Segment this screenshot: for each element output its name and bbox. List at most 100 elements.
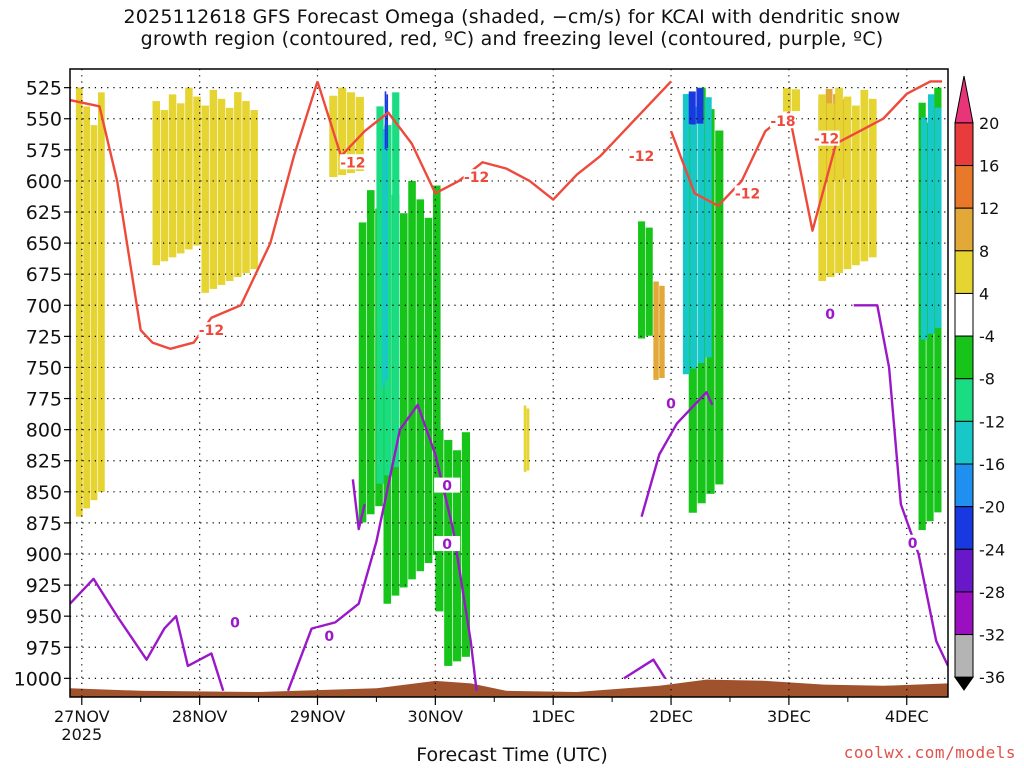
contour-label-text: 0: [666, 397, 676, 413]
freezing-level-contour: [70, 577, 225, 692]
contour-label-text: -12: [814, 132, 839, 148]
contour-label-text: -12: [464, 170, 489, 186]
contour-label-text: -12: [340, 155, 365, 171]
omega-shading: [461, 432, 470, 657]
contour-label-bg: [734, 185, 761, 201]
omega-shading: [75, 87, 83, 517]
y-tick-label: 775: [26, 389, 62, 411]
contour-label-bg: [434, 536, 461, 552]
contour-label-bg: [817, 305, 844, 321]
contour-label-text: -18: [770, 114, 795, 130]
freezing-level-contour: [623, 658, 667, 680]
dgz-contour-label: -12: [463, 169, 490, 186]
y-tick-label: 550: [26, 109, 62, 131]
freezing-contour-label: 0: [658, 395, 685, 413]
y-tick-label: 575: [26, 140, 62, 162]
omega-shading: [715, 130, 724, 485]
omega-shading: [176, 103, 185, 254]
omega-shading: [659, 285, 665, 378]
x-tick-label: 28NOV: [172, 707, 228, 726]
omega-shading: [432, 185, 441, 555]
colorbar-swatch: [954, 463, 974, 508]
contour-label-bg: [198, 322, 225, 338]
omega-shading: [201, 105, 209, 293]
omega-shading: [358, 222, 367, 523]
contour-label-bg: [316, 628, 343, 644]
dgz-contour-label: -12: [198, 322, 225, 339]
y-tick-label: 800: [26, 420, 62, 442]
omega-shading: [399, 213, 408, 588]
omega-shading: [329, 95, 338, 178]
y-tick-label: 625: [26, 202, 62, 224]
y-tick-label: 700: [26, 295, 62, 317]
omega-shading: [416, 199, 425, 572]
dgz-contour-label: -12: [628, 148, 655, 165]
omega-shading: [852, 105, 860, 266]
omega-shading: [185, 87, 193, 250]
colorbar-swatch: [954, 420, 974, 465]
source-credit: coolwx.com/models: [843, 743, 1016, 762]
contour-label-text: 0: [825, 307, 835, 323]
omega-shading: [696, 88, 704, 124]
y-tick-label: 975: [26, 637, 62, 659]
omega-shading: [697, 119, 705, 364]
terrain: [70, 679, 948, 697]
dgz-contour-label: -18: [770, 113, 797, 130]
chart-title: 2025112618 GFS Forecast Omega (shaded, −…: [0, 6, 1024, 50]
omega-shading: [386, 94, 389, 149]
contour-label-bg: [899, 534, 926, 550]
contour-label-text: 0: [230, 615, 240, 631]
omega-shading: [382, 129, 386, 387]
y-tick-label: 600: [26, 171, 62, 193]
omega-shading: [444, 439, 453, 666]
omega-shading: [638, 221, 646, 339]
contour-label-text: 0: [324, 629, 334, 645]
y-tick-label: 875: [26, 513, 62, 535]
freezing-contour-label: 0: [221, 614, 248, 631]
colorbar-label: -4: [979, 327, 995, 346]
omega-shading: [843, 96, 852, 270]
omega-shading: [868, 98, 877, 258]
contour-label-text: 0: [442, 479, 452, 495]
omega-shading: [935, 107, 942, 328]
freezing-level-contour: [286, 403, 478, 692]
omega-shading: [346, 92, 356, 174]
y-tick-label: 750: [26, 357, 62, 379]
omega-shading: [920, 117, 928, 340]
x-tick-label: 2DEC: [649, 707, 693, 726]
contour-label-bg: [813, 130, 840, 146]
dgz-contour-label: -12: [813, 130, 840, 148]
contour-label-text: -12: [199, 323, 224, 339]
colorbar-swatch: [954, 292, 974, 337]
colorbar: 20 16 12 8 4 -4 -8 -12 -16 -20 -24 -28 -32 -36: [954, 75, 1005, 691]
colorbar-cap-bottom: [954, 676, 974, 691]
omega-shading: [193, 96, 201, 246]
contour-label-bg: [463, 169, 490, 185]
omega-shading: [242, 101, 250, 274]
colorbar-label: -36: [979, 668, 1005, 687]
contour-label-bg: [770, 113, 797, 129]
omega-shading: [927, 94, 935, 334]
colorbar-cap-top: [954, 75, 974, 124]
colorbar-label: 12: [979, 199, 999, 218]
omega-shading: [791, 89, 800, 112]
contour-label-bg: [339, 154, 366, 170]
freezing-contour-label: 0: [316, 628, 343, 645]
colorbar-swatch: [954, 548, 974, 593]
colorbar-swatch: [954, 207, 974, 252]
y-tick-label: 675: [26, 264, 62, 286]
x-tick-label: 1DEC: [531, 707, 575, 726]
omega-shading: [826, 103, 835, 278]
freezing-level-contour: [351, 479, 366, 531]
dgz-contour: [70, 81, 319, 351]
omega-shading: [526, 408, 530, 471]
omega-shading: [783, 88, 792, 112]
y-tick-label: 950: [26, 606, 62, 628]
colorbar-label: -16: [979, 455, 1005, 474]
omega-shading: [355, 96, 364, 171]
omega-shading: [688, 91, 696, 125]
freezing-level-contour: [640, 391, 714, 518]
dgz-contour-label: -12: [734, 185, 761, 202]
dgz-contour: [669, 80, 943, 232]
